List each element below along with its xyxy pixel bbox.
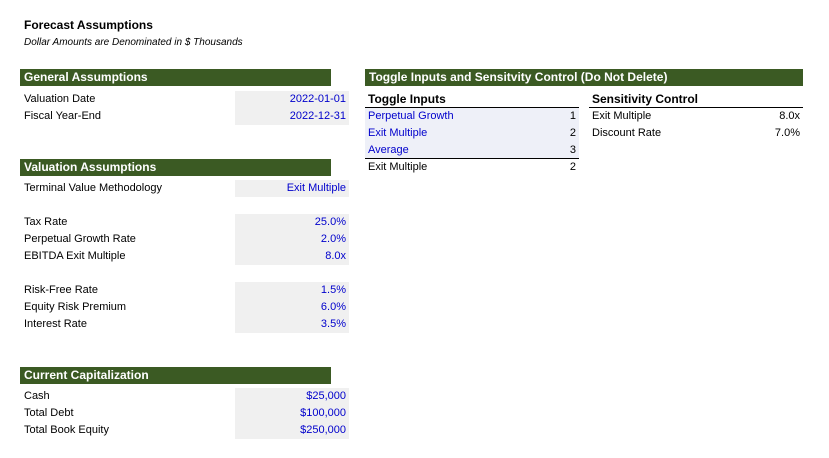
total-book-equity-row: Total Book Equity $250,000 (20, 422, 349, 439)
valuation-date-row: Valuation Date 2022-01-01 (20, 91, 349, 108)
cash-row: Cash $25,000 (20, 388, 349, 405)
ebitda-exit-multiple-row: EBITDA Exit Multiple 8.0x (20, 248, 349, 265)
toggle-sensitivity-header: Toggle Inputs and Sensitvity Control (Do… (365, 69, 803, 86)
page-title: Forecast Assumptions (24, 18, 153, 32)
toggle-input-average[interactable]: Average (365, 142, 547, 159)
equity-risk-premium-row: Equity Risk Premium 6.0% (20, 299, 349, 316)
tax-rate-value[interactable]: 25.0% (235, 214, 349, 231)
risk-free-rate-row: Risk-Free Rate 1.5% (20, 282, 349, 299)
cash-value[interactable]: $25,000 (235, 388, 349, 405)
sensitivity-control-header: Sensitivity Control (592, 92, 699, 106)
perpetual-growth-rate-row: Perpetual Growth Rate 2.0% (20, 231, 349, 248)
toggle-selected-name: Exit Multiple (368, 161, 428, 173)
toggle-inputs-underline (365, 107, 579, 108)
perpetual-growth-rate-value[interactable]: 2.0% (235, 231, 349, 248)
terminal-value-methodology-row: Terminal Value Methodology Exit Multiple (20, 180, 349, 197)
terminal-value-methodology-value[interactable]: Exit Multiple (235, 180, 349, 197)
sensitivity-discount-rate-value[interactable]: 7.0% (774, 127, 800, 139)
total-debt-label: Total Debt (24, 407, 74, 419)
interest-rate-row: Interest Rate 3.5% (20, 316, 349, 333)
toggle-inputs-header: Toggle Inputs (368, 92, 446, 106)
sensitivity-discount-rate-label: Discount Rate (592, 127, 662, 139)
risk-free-rate-label: Risk-Free Rate (24, 284, 98, 296)
valuation-date-value[interactable]: 2022-01-01 (235, 91, 349, 108)
ebitda-exit-multiple-label: EBITDA Exit Multiple (24, 250, 126, 262)
interest-rate-label: Interest Rate (24, 318, 87, 330)
tax-rate-row: Tax Rate 25.0% (20, 214, 349, 231)
total-book-equity-value[interactable]: $250,000 (235, 422, 349, 439)
valuation-assumptions-header: Valuation Assumptions (20, 159, 331, 176)
toggle-input-perpetual-growth[interactable]: Perpetual Growth (365, 108, 547, 125)
terminal-value-methodology-label: Terminal Value Methodology (24, 182, 162, 194)
tax-rate-label: Tax Rate (24, 216, 68, 228)
toggle-input-perpetual-growth-num: 1 (547, 108, 579, 125)
fiscal-year-end-value[interactable]: 2022-12-31 (235, 108, 349, 125)
perpetual-growth-rate-label: Perpetual Growth Rate (24, 233, 136, 245)
risk-free-rate-value[interactable]: 1.5% (235, 282, 349, 299)
toggle-input-exit-multiple-num: 2 (547, 125, 579, 142)
ebitda-exit-multiple-value[interactable]: 8.0x (235, 248, 349, 265)
fiscal-year-end-row: Fiscal Year-End 2022-12-31 (20, 108, 349, 125)
toggle-input-average-num: 3 (547, 142, 579, 159)
fiscal-year-end-label: Fiscal Year-End (24, 110, 102, 122)
total-book-equity-label: Total Book Equity (24, 424, 109, 436)
sensitivity-exit-multiple-label: Exit Multiple (592, 110, 652, 122)
cash-label: Cash (24, 390, 50, 402)
page-subtitle: Dollar Amounts are Denominated in $ Thou… (24, 37, 243, 48)
current-capitalization-header: Current Capitalization (20, 367, 331, 384)
total-debt-row: Total Debt $100,000 (20, 405, 349, 422)
toggle-input-exit-multiple[interactable]: Exit Multiple (365, 125, 547, 142)
sensitivity-control-underline (589, 107, 803, 108)
sensitivity-exit-multiple-value[interactable]: 8.0x (779, 110, 800, 122)
interest-rate-value[interactable]: 3.5% (235, 316, 349, 333)
total-debt-value[interactable]: $100,000 (235, 405, 349, 422)
toggle-selected-num: 2 (569, 161, 576, 173)
equity-risk-premium-label: Equity Risk Premium (24, 301, 127, 313)
general-assumptions-header: General Assumptions (20, 69, 331, 86)
toggle-selected-divider (365, 158, 579, 159)
valuation-date-label: Valuation Date (24, 93, 96, 105)
equity-risk-premium-value[interactable]: 6.0% (235, 299, 349, 316)
